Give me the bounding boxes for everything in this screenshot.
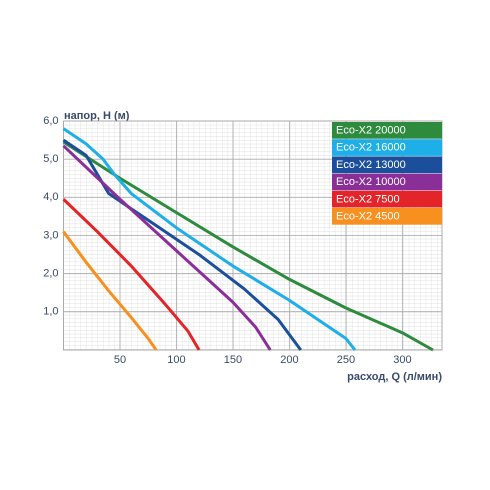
curve (62, 198, 201, 351)
legend-text: Eco-X2 10000 (336, 176, 406, 188)
x-tick-label: 300 (393, 354, 411, 366)
x-tick-label: 250 (337, 354, 355, 366)
y-tick-label: 3,0 (43, 229, 58, 241)
y-tick-label: 1,0 (43, 306, 58, 318)
legend-text: Eco-X2 16000 (336, 142, 406, 154)
legend-text: Eco-X2 4500 (336, 211, 400, 223)
y-tick-label: 5,0 (43, 153, 58, 165)
x-tick-label: 150 (224, 354, 242, 366)
curve (62, 140, 434, 352)
x-axis-title: расход, Q (л/мин) (347, 371, 442, 383)
curve (62, 138, 302, 351)
curve (62, 127, 357, 351)
y-axis-title: напор, Н (м) (64, 110, 130, 122)
x-tick-label: 200 (280, 354, 298, 366)
x-tick-label: 100 (167, 354, 185, 366)
legend-swatch (332, 122, 442, 139)
curve (62, 144, 272, 351)
legend-text: Eco-X2 7500 (336, 193, 400, 205)
x-tick-label: 50 (114, 354, 126, 366)
legend-swatch (332, 156, 442, 174)
legend-swatch (332, 139, 442, 156)
y-tick-label: 6,0 (43, 115, 58, 127)
y-tick-label: 2,0 (43, 268, 58, 280)
legend-text: Eco-X2 20000 (336, 125, 406, 137)
legend-text: Eco-X2 13000 (336, 159, 406, 171)
y-tick-label: 4,0 (43, 191, 58, 203)
legend-swatch (332, 208, 442, 225)
curve (62, 230, 158, 351)
legend-swatch (332, 190, 442, 208)
legend-swatch (332, 173, 442, 191)
